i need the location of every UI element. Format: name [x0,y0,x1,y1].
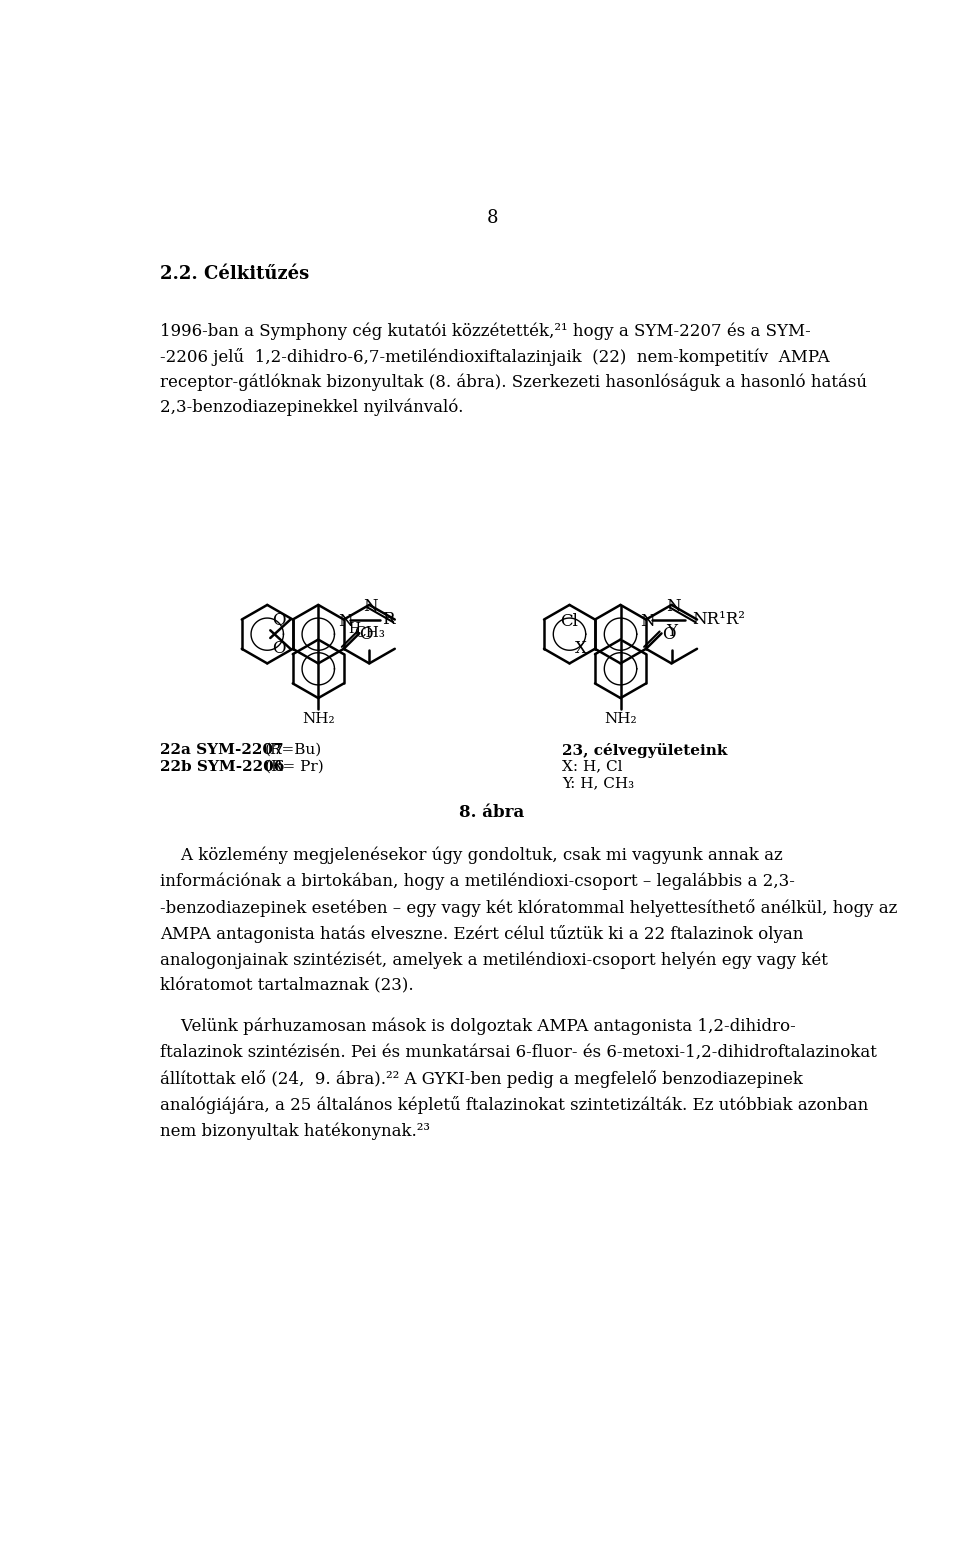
Text: klóratomot tartalmaznak (23).: klóratomot tartalmaznak (23). [160,977,414,994]
Text: -2206 jelű  1,2-dihidro-6,7-metiléndioxiftalazinjaik  (22)  nem-kompetitív  AMPA: -2206 jelű 1,2-dihidro-6,7-metiléndioxif… [160,347,830,366]
Text: AMPA antagonista hatás elveszne. Ezért célul tűztük ki a 22 ftalazinok olyan: AMPA antagonista hatás elveszne. Ezért c… [160,925,804,942]
Text: Velünk párhuzamosan mások is dolgoztak AMPA antagonista 1,2-dihidro-: Velünk párhuzamosan mások is dolgoztak A… [160,1018,796,1035]
Text: 1996-ban a Symphony cég kutatói közzétették,²¹ hogy a SYM-2207 és a SYM-: 1996-ban a Symphony cég kutatói közzétet… [160,322,811,339]
Text: N: N [338,613,352,630]
Text: 2,3-benzodiazepinekkel nyilvánvaló.: 2,3-benzodiazepinekkel nyilvánvaló. [160,399,464,416]
Text: receptor-gátlóknak bizonyultak (8. ábra). Szerkezeti hasonlóságuk a hasonló hatá: receptor-gátlóknak bizonyultak (8. ábra)… [160,374,867,391]
Text: A közlemény megjelenésekor úgy gondoltuk, csak mi vagyunk annak az: A közlemény megjelenésekor úgy gondoltuk… [160,847,783,864]
Text: (R= Pr): (R= Pr) [265,760,324,774]
Text: N: N [364,599,378,614]
Text: analógiájára, a 25 általános képletű ftalazinokat szintetizálták. Ez utóbbiak az: analógiájára, a 25 általános képletű fta… [160,1096,869,1114]
Text: Y: Y [666,624,677,641]
Text: (R=Bu): (R=Bu) [265,742,323,756]
Text: O: O [661,627,675,644]
Text: X: X [575,641,587,658]
Text: R: R [382,611,395,628]
Text: nem bizonyultak hatékonynak.²³: nem bizonyultak hatékonynak.²³ [160,1122,430,1139]
Text: Cl: Cl [560,613,578,630]
Text: Y: H, CH₃: Y: H, CH₃ [562,777,634,791]
Text: O: O [272,611,285,628]
Text: NH₂: NH₂ [604,711,636,725]
Text: analogonjainak szintézisét, amelyek a metiléndioxi-csoport helyén egy vagy két: analogonjainak szintézisét, amelyek a me… [160,952,828,969]
Text: 22b SYM-2206: 22b SYM-2206 [160,760,285,774]
Text: 8: 8 [487,209,497,227]
Text: O: O [272,639,285,656]
Text: 23, célvegyületeink: 23, célvegyületeink [562,742,727,758]
Text: N: N [640,613,655,630]
Text: NH₂: NH₂ [302,711,335,725]
Text: 8. ábra: 8. ábra [460,805,524,821]
Text: N: N [665,599,681,614]
Text: -benzodiazepinek esetében – egy vagy két klóratommal helyettesíthető anélkül, ho: -benzodiazepinek esetében – egy vagy két… [160,899,898,917]
Text: X: H, Cl: X: H, Cl [562,760,622,774]
Text: O: O [359,627,373,644]
Text: ftalazinok szintézisén. Pei és munkatársai 6-fluor- és 6-metoxi-1,2-dihidroftala: ftalazinok szintézisén. Pei és munkatárs… [160,1044,877,1061]
Text: állítottak elő (24,  9. ábra).²² A GYKI-ben pedig a megfelelő benzodiazepinek: állítottak elő (24, 9. ábra).²² A GYKI-b… [160,1071,804,1088]
Text: CH₃: CH₃ [354,627,385,641]
Text: NR¹R²: NR¹R² [692,611,745,628]
Text: 2.2. Célkitűzés: 2.2. Célkitűzés [160,264,309,283]
Text: 22a SYM-2207: 22a SYM-2207 [160,742,284,756]
Text: H: H [348,622,360,636]
Text: információnak a birtokában, hogy a metiléndioxi-csoport – legalábbis a 2,3-: információnak a birtokában, hogy a metil… [160,872,795,891]
